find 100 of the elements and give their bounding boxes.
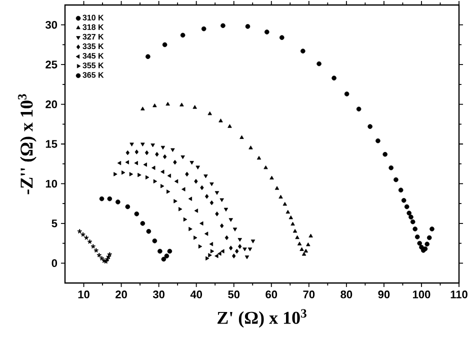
point: [279, 35, 284, 40]
point: [290, 222, 295, 226]
point: [160, 170, 164, 174]
point: [140, 142, 145, 146]
point: [302, 252, 306, 256]
y-tick-label: 20: [46, 100, 58, 108]
point: [162, 154, 167, 160]
point: [152, 238, 158, 244]
point: [228, 124, 232, 128]
point: [214, 254, 218, 258]
point: [140, 221, 146, 226]
point: [228, 218, 233, 222]
point: [232, 228, 238, 232]
point: [166, 190, 170, 194]
x-tick-label: 20: [116, 290, 127, 298]
point: [204, 232, 208, 236]
legend-label: 310 K: [82, 14, 104, 20]
point: [404, 204, 410, 210]
y-axis-title: -Z'' (Ω) x 10$^{3}$: [18, 94, 36, 194]
point: [144, 150, 149, 156]
point: [248, 146, 253, 150]
point: [300, 247, 304, 251]
point: [264, 165, 268, 170]
point: [282, 202, 287, 206]
point: [162, 42, 168, 48]
point: [201, 26, 206, 32]
x-tick-label: 30: [152, 290, 164, 298]
point: [94, 248, 99, 253]
point: [394, 177, 398, 182]
point: [264, 30, 270, 34]
point: [332, 76, 336, 80]
point: [166, 102, 170, 106]
point: [235, 248, 239, 254]
point: [220, 198, 224, 202]
point: [278, 194, 283, 199]
point: [114, 172, 118, 176]
point: [410, 219, 416, 224]
point: [152, 103, 157, 108]
point: [180, 102, 184, 106]
point: [210, 182, 214, 186]
point: [210, 200, 214, 206]
point: [164, 254, 170, 258]
x-tick-label: 10: [78, 290, 90, 298]
point: [170, 148, 175, 152]
point: [194, 236, 198, 240]
point: [188, 196, 192, 201]
point: [200, 221, 204, 226]
x-tick-label: 70: [303, 290, 315, 298]
point: [96, 252, 102, 258]
point: [218, 118, 223, 122]
point: [376, 138, 380, 144]
point: [140, 106, 145, 110]
point: [206, 256, 210, 260]
point: [185, 172, 189, 177]
point: [316, 61, 322, 66]
point: [270, 176, 274, 180]
x-tick-label: 60: [266, 290, 278, 298]
point: [180, 155, 185, 160]
point: [116, 200, 120, 204]
point: [304, 248, 308, 253]
point: [90, 244, 96, 249]
point: [188, 226, 192, 232]
legend-label: 355 K: [82, 62, 104, 68]
point: [242, 248, 247, 252]
x-tick-label: 50: [228, 290, 240, 298]
point: [250, 240, 256, 244]
point: [161, 256, 166, 262]
point: [77, 228, 82, 234]
point: [248, 248, 252, 252]
x-tick-label: 110: [450, 290, 468, 298]
point: [244, 255, 250, 260]
point: [160, 146, 166, 150]
point: [218, 252, 222, 256]
point: [224, 235, 229, 240]
point: [256, 156, 262, 160]
point: [143, 162, 147, 167]
point: [146, 228, 152, 234]
point: [232, 254, 236, 258]
point: [306, 242, 310, 246]
point: [134, 211, 140, 216]
point: [107, 196, 112, 202]
y-tick-label: 5: [52, 220, 58, 228]
point: [194, 178, 198, 184]
legend-label: 327 K: [82, 34, 104, 40]
point: [190, 160, 194, 165]
point: [238, 244, 242, 249]
point: [240, 135, 244, 139]
point: [215, 211, 219, 216]
point: [80, 232, 86, 237]
x-tick-label: 90: [378, 290, 390, 298]
point: [424, 242, 430, 246]
point: [134, 150, 139, 154]
point: [155, 152, 159, 157]
point: [382, 152, 388, 157]
point: [99, 256, 104, 261]
point: [117, 160, 122, 166]
point: [194, 208, 198, 213]
point: [208, 111, 212, 116]
point: [430, 226, 434, 232]
point: [286, 210, 290, 214]
